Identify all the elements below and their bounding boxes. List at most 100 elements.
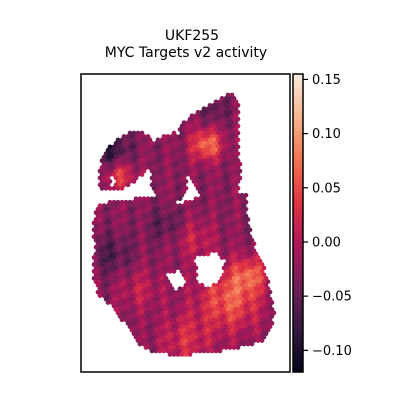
tissue-spot [189,224,195,229]
tissue-spot [133,154,139,160]
tissue-spot [213,348,219,354]
tissue-spot [223,303,229,309]
tissue-spot [97,244,103,250]
tissue-spot [231,296,237,302]
tissue-spot [205,210,211,215]
tissue-spot [243,310,249,316]
tissue-spot [165,258,171,264]
tissue-spot [197,161,203,167]
tissue-spot [245,307,251,312]
tissue-spot [163,151,169,157]
tissue-spot [209,334,215,340]
tissue-spot [193,334,199,340]
tissue-spot [149,182,155,188]
tissue-spot [257,279,263,285]
tissue-spot [227,255,233,260]
tissue-spot [265,279,271,285]
tissue-spot [223,102,229,108]
tissue-spot [177,230,183,236]
tissue-spot [249,293,255,298]
tissue-spot [135,262,141,267]
tissue-spot [143,275,149,281]
tissue-spot [153,341,159,347]
tissue-spot [201,300,207,305]
tissue-spot [123,179,129,184]
tissue-spot [135,151,141,157]
tissue-spot [137,230,143,236]
tissue-spot [185,230,191,236]
tissue-spot [149,265,155,271]
tissue-spot [183,310,189,316]
tissue-spot [111,185,117,191]
tissue-spot [129,327,135,333]
tissue-spot [105,258,111,264]
tissue-spot [207,338,213,343]
tissue-spot [155,255,161,260]
tissue-spot [189,265,195,271]
tissue-spot [115,282,121,288]
tissue-spot [187,234,193,240]
tissue-spot [109,161,115,167]
tissue-spot [103,206,109,212]
tissue-spot [197,327,203,333]
tissue-spot [239,206,245,212]
tissue-spot [203,234,209,240]
tissue-spot [169,251,175,257]
tissue-spot [171,192,177,198]
tissue-spot [201,175,207,181]
tissue-spot [115,137,121,143]
tissue-spot [219,248,225,253]
tissue-spot [167,345,173,350]
tissue-spot [161,203,167,208]
tissue-spot [173,141,179,146]
tissue-spot [159,213,165,219]
tissue-spot [187,324,193,330]
tissue-spot [91,220,97,226]
tissue-spot [223,172,229,177]
tissue-spot [253,293,259,298]
tissue-spot [231,289,237,295]
tissue-spot [147,158,153,164]
tissue-spot [251,338,257,343]
tissue-spot [211,303,217,309]
tissue-spot [139,130,145,136]
tissue-spot [243,262,249,267]
tissue-spot [165,320,171,326]
tissue-spot [143,282,149,288]
tissue-spot [171,345,177,350]
tissue-spot [219,192,225,198]
tissue-spot [163,213,169,219]
tissue-spot [211,317,217,323]
tissue-spot [231,130,237,136]
tissue-spot [207,213,213,219]
tissue-spot [251,303,257,309]
tissue-spot [131,296,137,302]
tissue-spot [123,199,129,205]
tissue-spot [171,144,177,150]
tissue-spot [219,109,225,115]
tissue-spot [169,334,175,340]
tissue-spot [103,179,109,184]
tissue-spot [161,161,167,167]
tissue-spot [225,224,231,229]
tissue-spot [171,199,177,205]
tissue-spot [201,120,207,125]
tissue-spot [179,310,185,316]
tissue-spot [159,227,165,233]
tissue-spot [193,348,199,354]
tissue-spot [215,179,221,184]
tissue-spot [183,172,189,177]
tissue-spot [163,275,169,281]
tissue-spot [217,175,223,181]
tissue-spot [101,168,107,174]
tissue-spot [213,120,219,125]
tissue-spot [157,334,163,340]
tissue-spot [223,317,229,323]
tissue-spot [211,109,217,115]
tissue-spot [213,327,219,333]
tissue-spot [97,279,103,285]
tissue-spot [121,230,127,236]
tissue-spot [209,210,215,215]
tissue-spot [101,272,107,278]
tissue-spot [243,338,249,343]
